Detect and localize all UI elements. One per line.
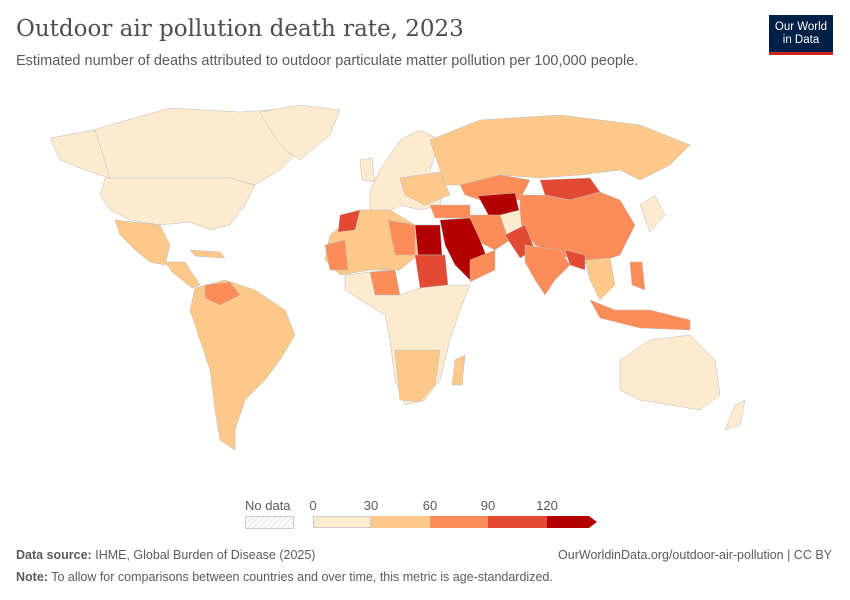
legend-bin-120-plus[interactable]	[547, 516, 597, 528]
legend-tick: 60	[422, 498, 438, 513]
legend-tick: 90	[480, 498, 496, 513]
region-egypt[interactable]	[414, 224, 443, 256]
legend-bin-60-90[interactable]	[430, 516, 488, 528]
region-venezuela[interactable]	[204, 281, 241, 306]
region-nigeria[interactable]	[369, 269, 401, 296]
region-caribbean[interactable]	[189, 249, 226, 259]
note-text: To allow for comparisons between countri…	[51, 570, 553, 584]
region-bangladesh-myanmar[interactable]	[564, 249, 586, 271]
region-morocco[interactable]	[337, 209, 361, 233]
legend-bin-0-30[interactable]	[313, 516, 371, 528]
page-subtitle: Estimated number of deaths attributed to…	[16, 53, 639, 69]
legend-tick: 120	[536, 498, 558, 513]
note-label: Note:	[16, 570, 48, 584]
region-uk[interactable]	[359, 157, 376, 183]
source-text[interactable]: IHME, Global Burden of Disease (2025)	[95, 548, 316, 562]
legend-no-data-swatch	[245, 516, 294, 529]
region-australia[interactable]	[619, 334, 721, 411]
region-russia[interactable]	[429, 114, 691, 186]
owid-logo[interactable]: Our World in Data	[769, 15, 833, 55]
region-china[interactable]	[519, 191, 636, 266]
region-usa[interactable]	[99, 177, 256, 231]
region-central-america[interactable]	[164, 261, 201, 289]
world-map[interactable]	[0, 100, 850, 480]
region-oman-yemen[interactable]	[469, 249, 496, 283]
legend-tick: 30	[363, 498, 379, 513]
region-sudan[interactable]	[414, 254, 449, 289]
logo-text: Our World in Data	[774, 20, 828, 46]
region-indonesia[interactable]	[589, 299, 691, 331]
region-mauritania[interactable]	[324, 239, 349, 271]
region-southern-africa[interactable]	[394, 349, 441, 403]
region-south-america[interactable]	[189, 279, 296, 451]
region-alaska[interactable]	[49, 129, 111, 179]
region-southeast-asia[interactable]	[584, 257, 616, 301]
legend-bin-90-120[interactable]	[488, 516, 547, 528]
region-mexico[interactable]	[114, 219, 171, 266]
region-sub-saharan-africa[interactable]	[344, 271, 471, 406]
source-url[interactable]: OurWorldinData.org/outdoor-air-pollution…	[558, 548, 832, 562]
page-title: Outdoor air pollution death rate, 2023	[16, 16, 464, 42]
region-eastern-europe[interactable]	[399, 171, 451, 206]
region-japan-korea[interactable]	[639, 194, 666, 233]
region-new-zealand[interactable]	[724, 399, 746, 431]
region-philippines[interactable]	[629, 261, 646, 291]
region-greenland[interactable]	[259, 104, 341, 161]
region-madagascar[interactable]	[451, 354, 466, 386]
source-label: Data source:	[16, 548, 92, 562]
legend-no-data-label: No data	[245, 498, 291, 513]
region-india[interactable]	[524, 244, 571, 296]
note: Note: To allow for comparisons between c…	[16, 570, 553, 584]
legend-bin-30-60[interactable]	[371, 516, 430, 528]
legend-tick: 0	[309, 498, 317, 513]
data-source: Data source: IHME, Global Burden of Dise…	[16, 548, 315, 562]
region-turkey[interactable]	[429, 204, 471, 219]
